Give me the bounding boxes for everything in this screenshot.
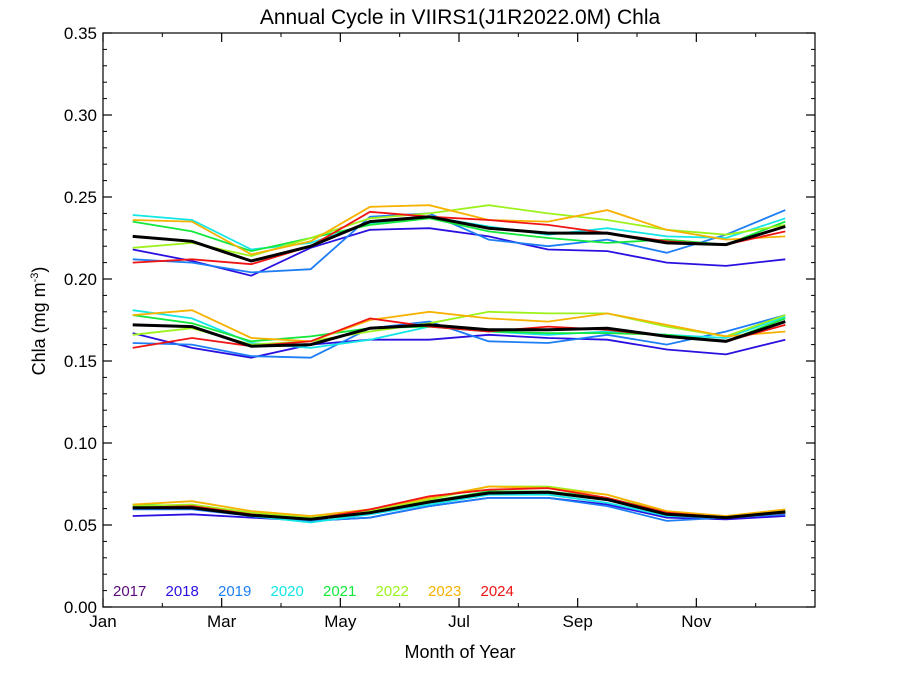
series-line-middle-2024 — [132, 317, 786, 349]
series-line-upper-2018 — [132, 227, 786, 277]
x-tick-label: Mar — [207, 612, 237, 631]
legend-entry-2017: 2017 — [113, 583, 146, 600]
series-line-upper-2019 — [132, 209, 786, 274]
legend-entry-2023: 2023 — [428, 583, 461, 600]
series-line-upper-2021 — [132, 217, 786, 253]
x-tick-label: May — [324, 612, 357, 631]
legend: 2017 2018 2019 2020 2021 2022 2023 2024 — [113, 583, 514, 600]
y-axis-label-superscript: -3 — [29, 273, 41, 283]
series-line-upper-2023 — [132, 204, 786, 256]
x-tick-label: Jan — [89, 612, 116, 631]
y-tick-label: 0.20 — [64, 270, 97, 289]
mean-line-middle — [132, 320, 786, 348]
y-tick-label: 0.15 — [64, 352, 97, 371]
legend-entry-2018: 2018 — [166, 583, 199, 600]
y-axis-label-close: ) — [29, 267, 49, 273]
legend-entry-2022: 2022 — [376, 583, 409, 600]
legend-entry-2024: 2024 — [481, 583, 514, 600]
series-line-middle-2018 — [132, 332, 786, 359]
mean-line-upper — [132, 215, 786, 263]
chart-title: Annual Cycle in VIIRS1(J1R2022.0M) Chla — [260, 6, 661, 29]
plot-lines — [132, 204, 786, 524]
x-tick-label: Sep — [563, 612, 593, 631]
y-axis-label-main: Chla (mg m — [29, 282, 49, 375]
legend-entry-2019: 2019 — [218, 583, 251, 600]
y-tick-label: 0.30 — [64, 106, 97, 125]
y-axis-label: Chla (mg m-3) — [29, 267, 49, 376]
series-line-upper-2024 — [132, 210, 786, 266]
y-tick-label: 0.25 — [64, 188, 97, 207]
y-tick-label: 0.35 — [64, 24, 97, 43]
plot-frame — [102, 32, 816, 608]
y-tick-label: 0.05 — [64, 516, 97, 535]
x-tick-label: Jul — [448, 612, 470, 631]
series-line-middle-2023 — [132, 309, 786, 343]
axes: 0.00 0.05 0.10 0.15 0.20 0.25 0.30 0.35 Jan Mar Ma… — [64, 24, 816, 631]
y-tick-label: 0.10 — [64, 434, 97, 453]
series-line-middle-2019 — [132, 314, 786, 359]
legend-entry-2020: 2020 — [271, 583, 304, 600]
x-axis-label: Month of Year — [404, 642, 515, 662]
y-tick-label: 0.00 — [64, 598, 97, 617]
x-tick-label: Nov — [681, 612, 712, 631]
legend-entry-2021: 2021 — [323, 583, 356, 600]
mean-line-lower — [132, 490, 786, 521]
